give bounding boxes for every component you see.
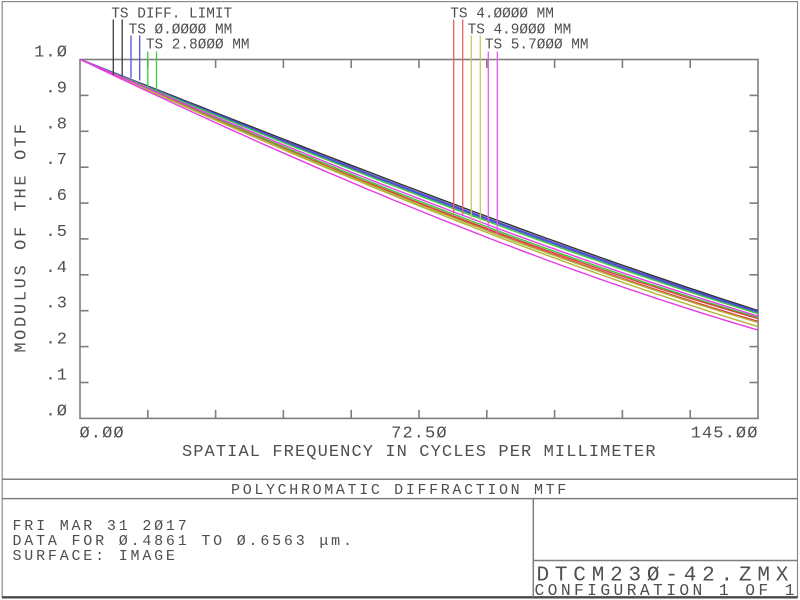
svg-text:.9: .9: [45, 79, 68, 98]
svg-text:POLYCHROMATIC DIFFRACTION MTF: POLYCHROMATIC DIFFRACTION MTF: [231, 482, 569, 499]
svg-text:TS 2.8ØØØ MM: TS 2.8ØØØ MM: [146, 38, 250, 54]
svg-text:.6: .6: [45, 187, 68, 206]
svg-text:.8: .8: [45, 115, 68, 134]
svg-text:.Ø: .Ø: [45, 402, 68, 421]
svg-text:1.Ø: 1.Ø: [34, 44, 68, 63]
svg-text:TS 4.9ØØØ MM: TS 4.9ØØØ MM: [468, 23, 572, 39]
svg-text:TS Ø.ØØØØ MM: TS Ø.ØØØØ MM: [129, 23, 233, 39]
svg-text:72.5Ø: 72.5Ø: [391, 425, 448, 444]
svg-text:Ø.ØØ: Ø.ØØ: [80, 425, 125, 444]
svg-text:MODULUS OF THE OTF: MODULUS OF THE OTF: [13, 121, 32, 352]
svg-text:145.ØØ: 145.ØØ: [691, 425, 759, 444]
svg-text:.3: .3: [45, 295, 68, 314]
svg-text:TS 5.7ØØØ MM: TS 5.7ØØØ MM: [485, 38, 589, 54]
svg-text:CONFIGURATION 1 OF 1: CONFIGURATION 1 OF 1: [535, 581, 798, 600]
svg-text:DTCM23Ø-42.ZMX: DTCM23Ø-42.ZMX: [537, 565, 795, 588]
svg-text:FRI MAR 31 2Ø17: FRI MAR 31 2Ø17: [13, 518, 190, 535]
svg-text:.2: .2: [45, 331, 68, 350]
svg-text:TS DIFF. LIMIT: TS DIFF. LIMIT: [111, 6, 232, 22]
svg-text:SURFACE: IMAGE: SURFACE: IMAGE: [13, 548, 178, 565]
svg-text:.4: .4: [45, 259, 68, 278]
svg-text:.7: .7: [45, 151, 68, 170]
svg-text:.5: .5: [45, 223, 68, 242]
svg-text:TS 4.ØØØØ MM: TS 4.ØØØØ MM: [450, 6, 554, 22]
svg-text:.1: .1: [45, 367, 68, 386]
svg-text:DATA FOR Ø.4861 TO Ø.6563 μm.: DATA FOR Ø.4861 TO Ø.6563 μm.: [13, 533, 355, 550]
svg-text:SPATIAL FREQUENCY IN CYCLES PE: SPATIAL FREQUENCY IN CYCLES PER MILLIMET…: [182, 443, 657, 462]
